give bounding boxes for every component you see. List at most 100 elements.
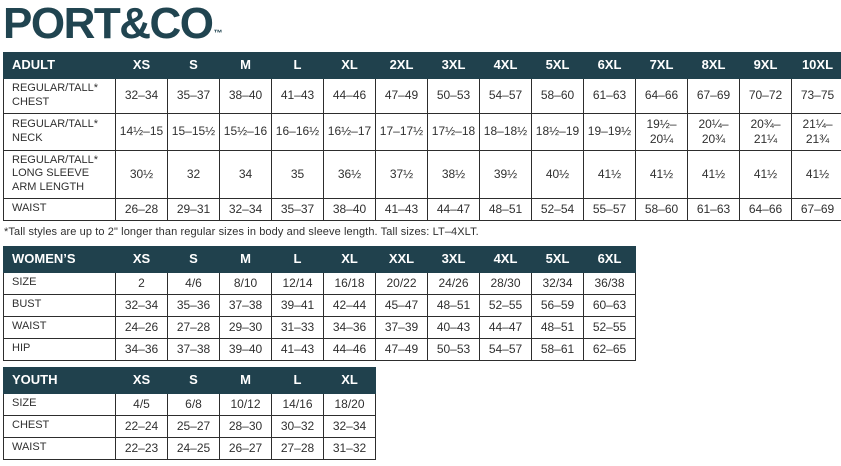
- brand-logo-text: PORT&CO: [3, 0, 213, 48]
- row-label-line: SIZE: [12, 276, 113, 290]
- size-value-cell: 18/20: [324, 393, 376, 415]
- size-value-cell: 41½: [636, 150, 688, 198]
- size-value-cell: 60–63: [584, 294, 636, 316]
- row-label-line: LONG SLEEVE: [12, 167, 113, 181]
- size-value-cell: 35: [272, 150, 324, 198]
- size-value-cell: 35–36: [168, 294, 220, 316]
- size-value-cell: 14/16: [272, 393, 324, 415]
- column-header: L: [272, 367, 324, 393]
- size-value-cell: 34–36: [116, 338, 168, 360]
- column-header: XS: [116, 53, 168, 79]
- row-label: WAIST: [4, 198, 116, 220]
- row-label: REGULAR/TALL*CHEST: [4, 79, 116, 114]
- size-value-cell: 31–32: [324, 437, 376, 459]
- size-value-cell: 37–39: [376, 316, 428, 338]
- size-value-cell: 6/8: [168, 393, 220, 415]
- column-header: 3XL: [428, 246, 480, 272]
- size-value-cell: 22–24: [116, 415, 168, 437]
- size-value-cell: 47–49: [376, 338, 428, 360]
- brand-logo: PORT&CO™: [3, 0, 838, 52]
- size-value-cell: 31–33: [272, 316, 324, 338]
- column-header: M: [220, 53, 272, 79]
- column-header: 5XL: [532, 246, 584, 272]
- size-value-cell: 44–47: [480, 316, 532, 338]
- column-header: XS: [116, 367, 168, 393]
- size-value-cell: 24–25: [168, 437, 220, 459]
- size-value-cell: 37–38: [220, 294, 272, 316]
- size-value-cell: 40–43: [428, 316, 480, 338]
- column-header: S: [168, 367, 220, 393]
- size-value-cell: 61–63: [688, 198, 740, 220]
- size-value-cell: 39½: [480, 150, 532, 198]
- size-value-cell: 61–63: [584, 79, 636, 114]
- size-value-cell: 58–60: [532, 79, 584, 114]
- size-value-cell: 14½–15: [116, 113, 168, 150]
- size-value-cell: 38–40: [220, 79, 272, 114]
- column-header: 3XL: [428, 53, 480, 79]
- row-label: CHEST: [4, 415, 116, 437]
- row-label: WAIST: [4, 437, 116, 459]
- size-value-cell: 27–28: [168, 316, 220, 338]
- size-value-cell: 32–34: [116, 294, 168, 316]
- size-value-cell: 32/34: [532, 272, 584, 294]
- column-header: 9XL: [740, 53, 792, 79]
- size-value-cell: 20¾–21¼: [740, 113, 792, 150]
- size-value-cell: 24/26: [428, 272, 480, 294]
- table-title: YOUTH: [4, 367, 116, 393]
- row-label-line: CHEST: [12, 419, 113, 433]
- size-value-cell: 10/12: [220, 393, 272, 415]
- row-label-line: SIZE: [12, 397, 113, 411]
- size-value-cell: 54–57: [480, 79, 532, 114]
- size-value-cell: 39–40: [220, 338, 272, 360]
- size-value-cell: 25–27: [168, 415, 220, 437]
- size-value-cell: 32–34: [220, 198, 272, 220]
- size-value-cell: 17½–18: [428, 113, 480, 150]
- row-label-line: REGULAR/TALL*: [12, 118, 113, 132]
- column-header: XL: [324, 246, 376, 272]
- size-value-cell: 19–19½: [584, 113, 636, 150]
- size-value-cell: 41–43: [376, 198, 428, 220]
- size-value-cell: 44–47: [428, 198, 480, 220]
- size-value-cell: 40½: [532, 150, 584, 198]
- column-header: 6XL: [584, 53, 636, 79]
- size-value-cell: 29–31: [168, 198, 220, 220]
- row-label-line: HIP: [12, 342, 113, 356]
- size-value-cell: 41½: [688, 150, 740, 198]
- column-header: S: [168, 246, 220, 272]
- size-value-cell: 52–55: [584, 316, 636, 338]
- size-value-cell: 64–66: [740, 198, 792, 220]
- size-value-cell: 18½–19: [532, 113, 584, 150]
- size-value-cell: 34: [220, 150, 272, 198]
- column-header: XS: [116, 246, 168, 272]
- size-value-cell: 4/6: [168, 272, 220, 294]
- size-value-cell: 28/30: [480, 272, 532, 294]
- row-label-line: REGULAR/TALL*: [12, 154, 113, 168]
- size-value-cell: 34–36: [324, 316, 376, 338]
- size-value-cell: 45–47: [376, 294, 428, 316]
- column-header: 5XL: [532, 53, 584, 79]
- size-value-cell: 39–41: [272, 294, 324, 316]
- column-header: M: [220, 367, 272, 393]
- column-header: XL: [324, 53, 376, 79]
- size-value-cell: 32–34: [116, 79, 168, 114]
- column-header: XXL: [376, 246, 428, 272]
- size-value-cell: 15–15½: [168, 113, 220, 150]
- column-header: 10XL: [792, 53, 841, 79]
- size-value-cell: 36/38: [584, 272, 636, 294]
- size-value-cell: 48–51: [532, 316, 584, 338]
- size-value-cell: 41½: [740, 150, 792, 198]
- column-header: XL: [324, 367, 376, 393]
- size-value-cell: 44–46: [324, 338, 376, 360]
- size-value-cell: 8/10: [220, 272, 272, 294]
